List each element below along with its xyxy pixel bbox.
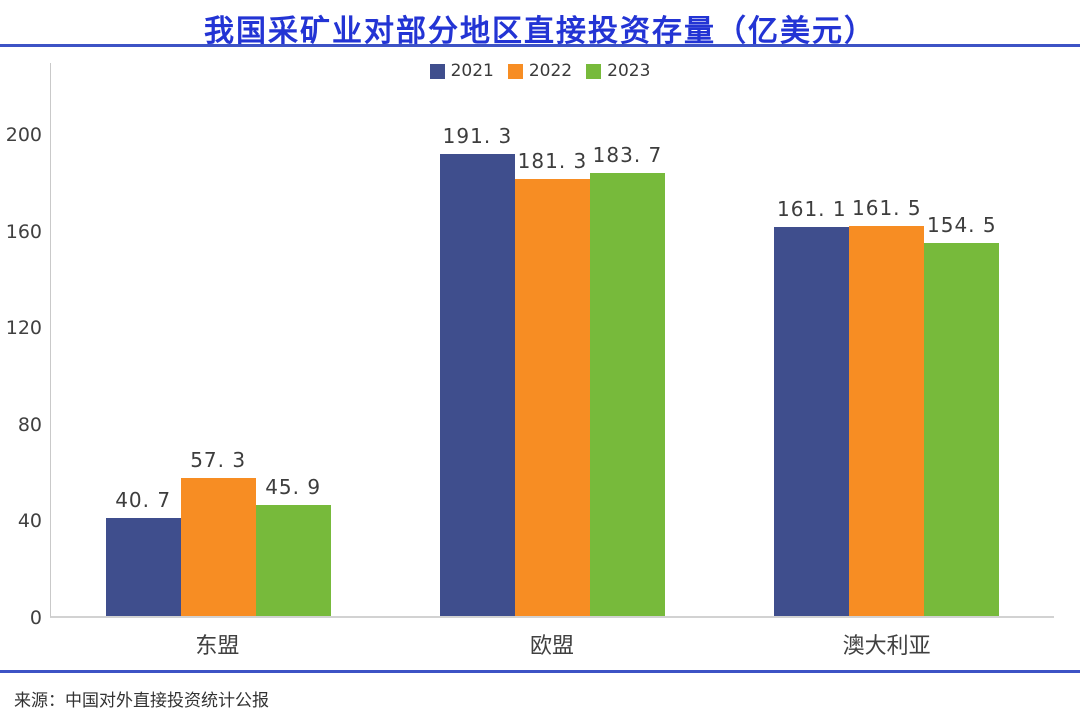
y-tick-label: 200 — [5, 124, 42, 147]
bar-value-label: 57. 3 — [190, 447, 247, 472]
bar-value-label: 45. 9 — [265, 475, 322, 500]
bar-value-label: 161. 5 — [852, 196, 922, 221]
legend-item-2023: 2023 — [586, 61, 650, 81]
bar-2021-东盟: 40. 7 — [105, 488, 181, 616]
category-label-澳大利亚: 澳大利亚 — [842, 634, 931, 659]
bar-2021-澳大利亚: 161. 1 — [774, 197, 850, 616]
y-tick-label: 160 — [5, 220, 42, 243]
footer-divider-line — [0, 670, 1080, 673]
legend-item-2022: 2022 — [507, 61, 573, 81]
legend-swatch-icon — [429, 63, 445, 79]
bar-value-label: 154. 5 — [927, 213, 997, 238]
bar-2023-欧盟: 183. 7 — [589, 143, 665, 616]
legend-swatch-icon — [507, 63, 523, 79]
y-tick-label: 0 — [29, 607, 42, 629]
legend-item-2021: 2021 — [429, 61, 494, 81]
y-axis: 0 40 80 120 160 200 — [0, 63, 42, 629]
category-label-东盟: 东盟 — [195, 634, 240, 659]
chart-title: 我国采矿业对部分地区直接投资存量（亿美元） — [204, 14, 876, 49]
y-tick-label: 120 — [5, 317, 42, 340]
bar-value-label: 191. 3 — [442, 124, 513, 149]
legend-swatch-icon — [586, 63, 602, 79]
bar-2022-欧盟: 181. 3 — [514, 149, 590, 616]
y-tick-label: 80 — [17, 413, 42, 436]
bar-2022-东盟: 57. 3 — [180, 448, 256, 616]
bar-2022-澳大利亚: 161. 5 — [849, 196, 925, 616]
bar-2021-欧盟: 191. 3 — [439, 124, 515, 616]
bar-value-label: 40. 7 — [115, 487, 172, 512]
bar-2023-东盟: 45. 9 — [255, 475, 331, 616]
bar-group-3: 161. 1 161. 5 154. 5 — [720, 63, 1054, 616]
bar-value-label: 183. 7 — [592, 142, 663, 167]
title-divider-line — [0, 44, 1080, 47]
bar-group-2: 191. 3 181. 3 183. 7 — [385, 63, 719, 616]
legend-label: 2023 — [607, 61, 651, 81]
source-note: 来源：中国对外直接投资统计公报 — [14, 691, 269, 711]
legend-label: 2022 — [528, 61, 573, 81]
bar-value-label: 181. 3 — [517, 148, 588, 173]
bar-value-label: 161. 1 — [777, 197, 847, 222]
bar-2023-澳大利亚: 154. 5 — [924, 213, 1000, 616]
legend-label: 2021 — [450, 61, 494, 81]
bar-group-1: 40. 7 57. 3 45. 9 — [51, 63, 385, 616]
category-label-欧盟: 欧盟 — [529, 634, 574, 659]
chart-legend: 2021 2022 2023 — [0, 61, 1080, 81]
x-axis-labels: 东盟 欧盟 澳大利亚 — [50, 628, 1054, 660]
y-tick-label: 40 — [17, 510, 42, 533]
